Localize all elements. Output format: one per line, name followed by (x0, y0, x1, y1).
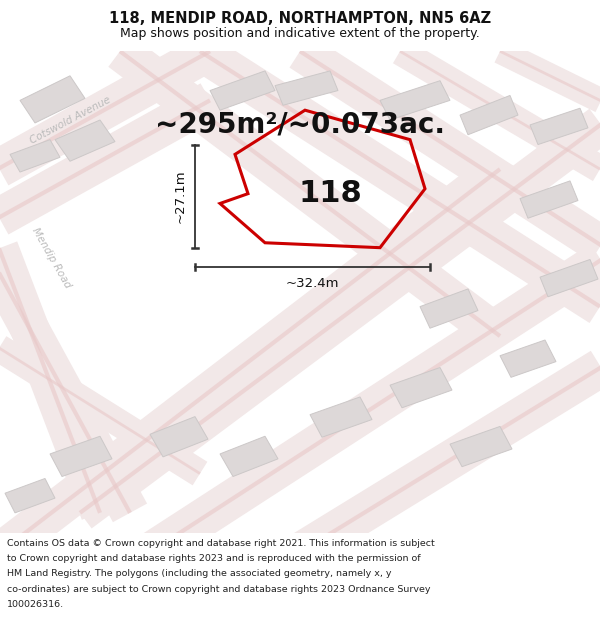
Polygon shape (500, 340, 556, 377)
Polygon shape (520, 181, 578, 218)
Polygon shape (390, 368, 452, 408)
Text: co-ordinates) are subject to Crown copyright and database rights 2023 Ordnance S: co-ordinates) are subject to Crown copyr… (7, 585, 431, 594)
Text: ~32.4m: ~32.4m (286, 277, 339, 290)
Polygon shape (420, 289, 478, 328)
Text: Cotswold Avenue: Cotswold Avenue (28, 94, 112, 146)
Polygon shape (210, 71, 275, 110)
Polygon shape (220, 436, 278, 476)
Text: ~295m²/~0.073ac.: ~295m²/~0.073ac. (155, 111, 445, 139)
Text: to Crown copyright and database rights 2023 and is reproduced with the permissio: to Crown copyright and database rights 2… (7, 554, 421, 563)
Polygon shape (150, 417, 208, 457)
Polygon shape (50, 436, 112, 476)
Text: ~27.1m: ~27.1m (174, 169, 187, 223)
Polygon shape (450, 426, 512, 467)
Polygon shape (20, 76, 85, 123)
Text: HM Land Registry. The polygons (including the associated geometry, namely x, y: HM Land Registry. The polygons (includin… (7, 569, 392, 579)
Polygon shape (275, 71, 338, 105)
Polygon shape (540, 259, 598, 297)
Text: Map shows position and indicative extent of the property.: Map shows position and indicative extent… (120, 27, 480, 40)
Text: 118, MENDIP ROAD, NORTHAMPTON, NN5 6AZ: 118, MENDIP ROAD, NORTHAMPTON, NN5 6AZ (109, 11, 491, 26)
Polygon shape (380, 81, 450, 120)
Polygon shape (460, 96, 518, 135)
Text: Mendip Road: Mendip Road (30, 226, 73, 289)
Polygon shape (530, 108, 588, 144)
Polygon shape (10, 139, 60, 172)
Polygon shape (55, 120, 115, 161)
Text: 118: 118 (298, 179, 362, 208)
Text: 100026316.: 100026316. (7, 600, 64, 609)
Polygon shape (310, 397, 372, 437)
Polygon shape (5, 479, 55, 513)
Text: Contains OS data © Crown copyright and database right 2021. This information is : Contains OS data © Crown copyright and d… (7, 539, 435, 548)
